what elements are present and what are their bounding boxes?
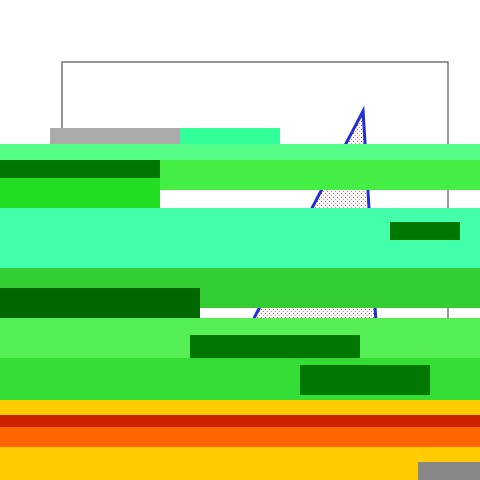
glitch-overlay — [0, 128, 480, 480]
glitch-block — [0, 415, 480, 427]
glitch-block — [0, 400, 480, 415]
glitch-block — [0, 178, 160, 208]
glitch-block — [0, 447, 480, 480]
glitch-block — [0, 160, 160, 178]
glitch-block — [160, 160, 480, 190]
glitch-block — [50, 128, 180, 144]
glitch-block — [390, 222, 460, 240]
glitch-block — [0, 144, 480, 160]
glitch-block — [300, 365, 430, 395]
glitch-block — [418, 462, 480, 480]
glitch-block — [0, 288, 200, 318]
glitch-block — [180, 128, 280, 144]
glitch-block — [0, 427, 480, 447]
